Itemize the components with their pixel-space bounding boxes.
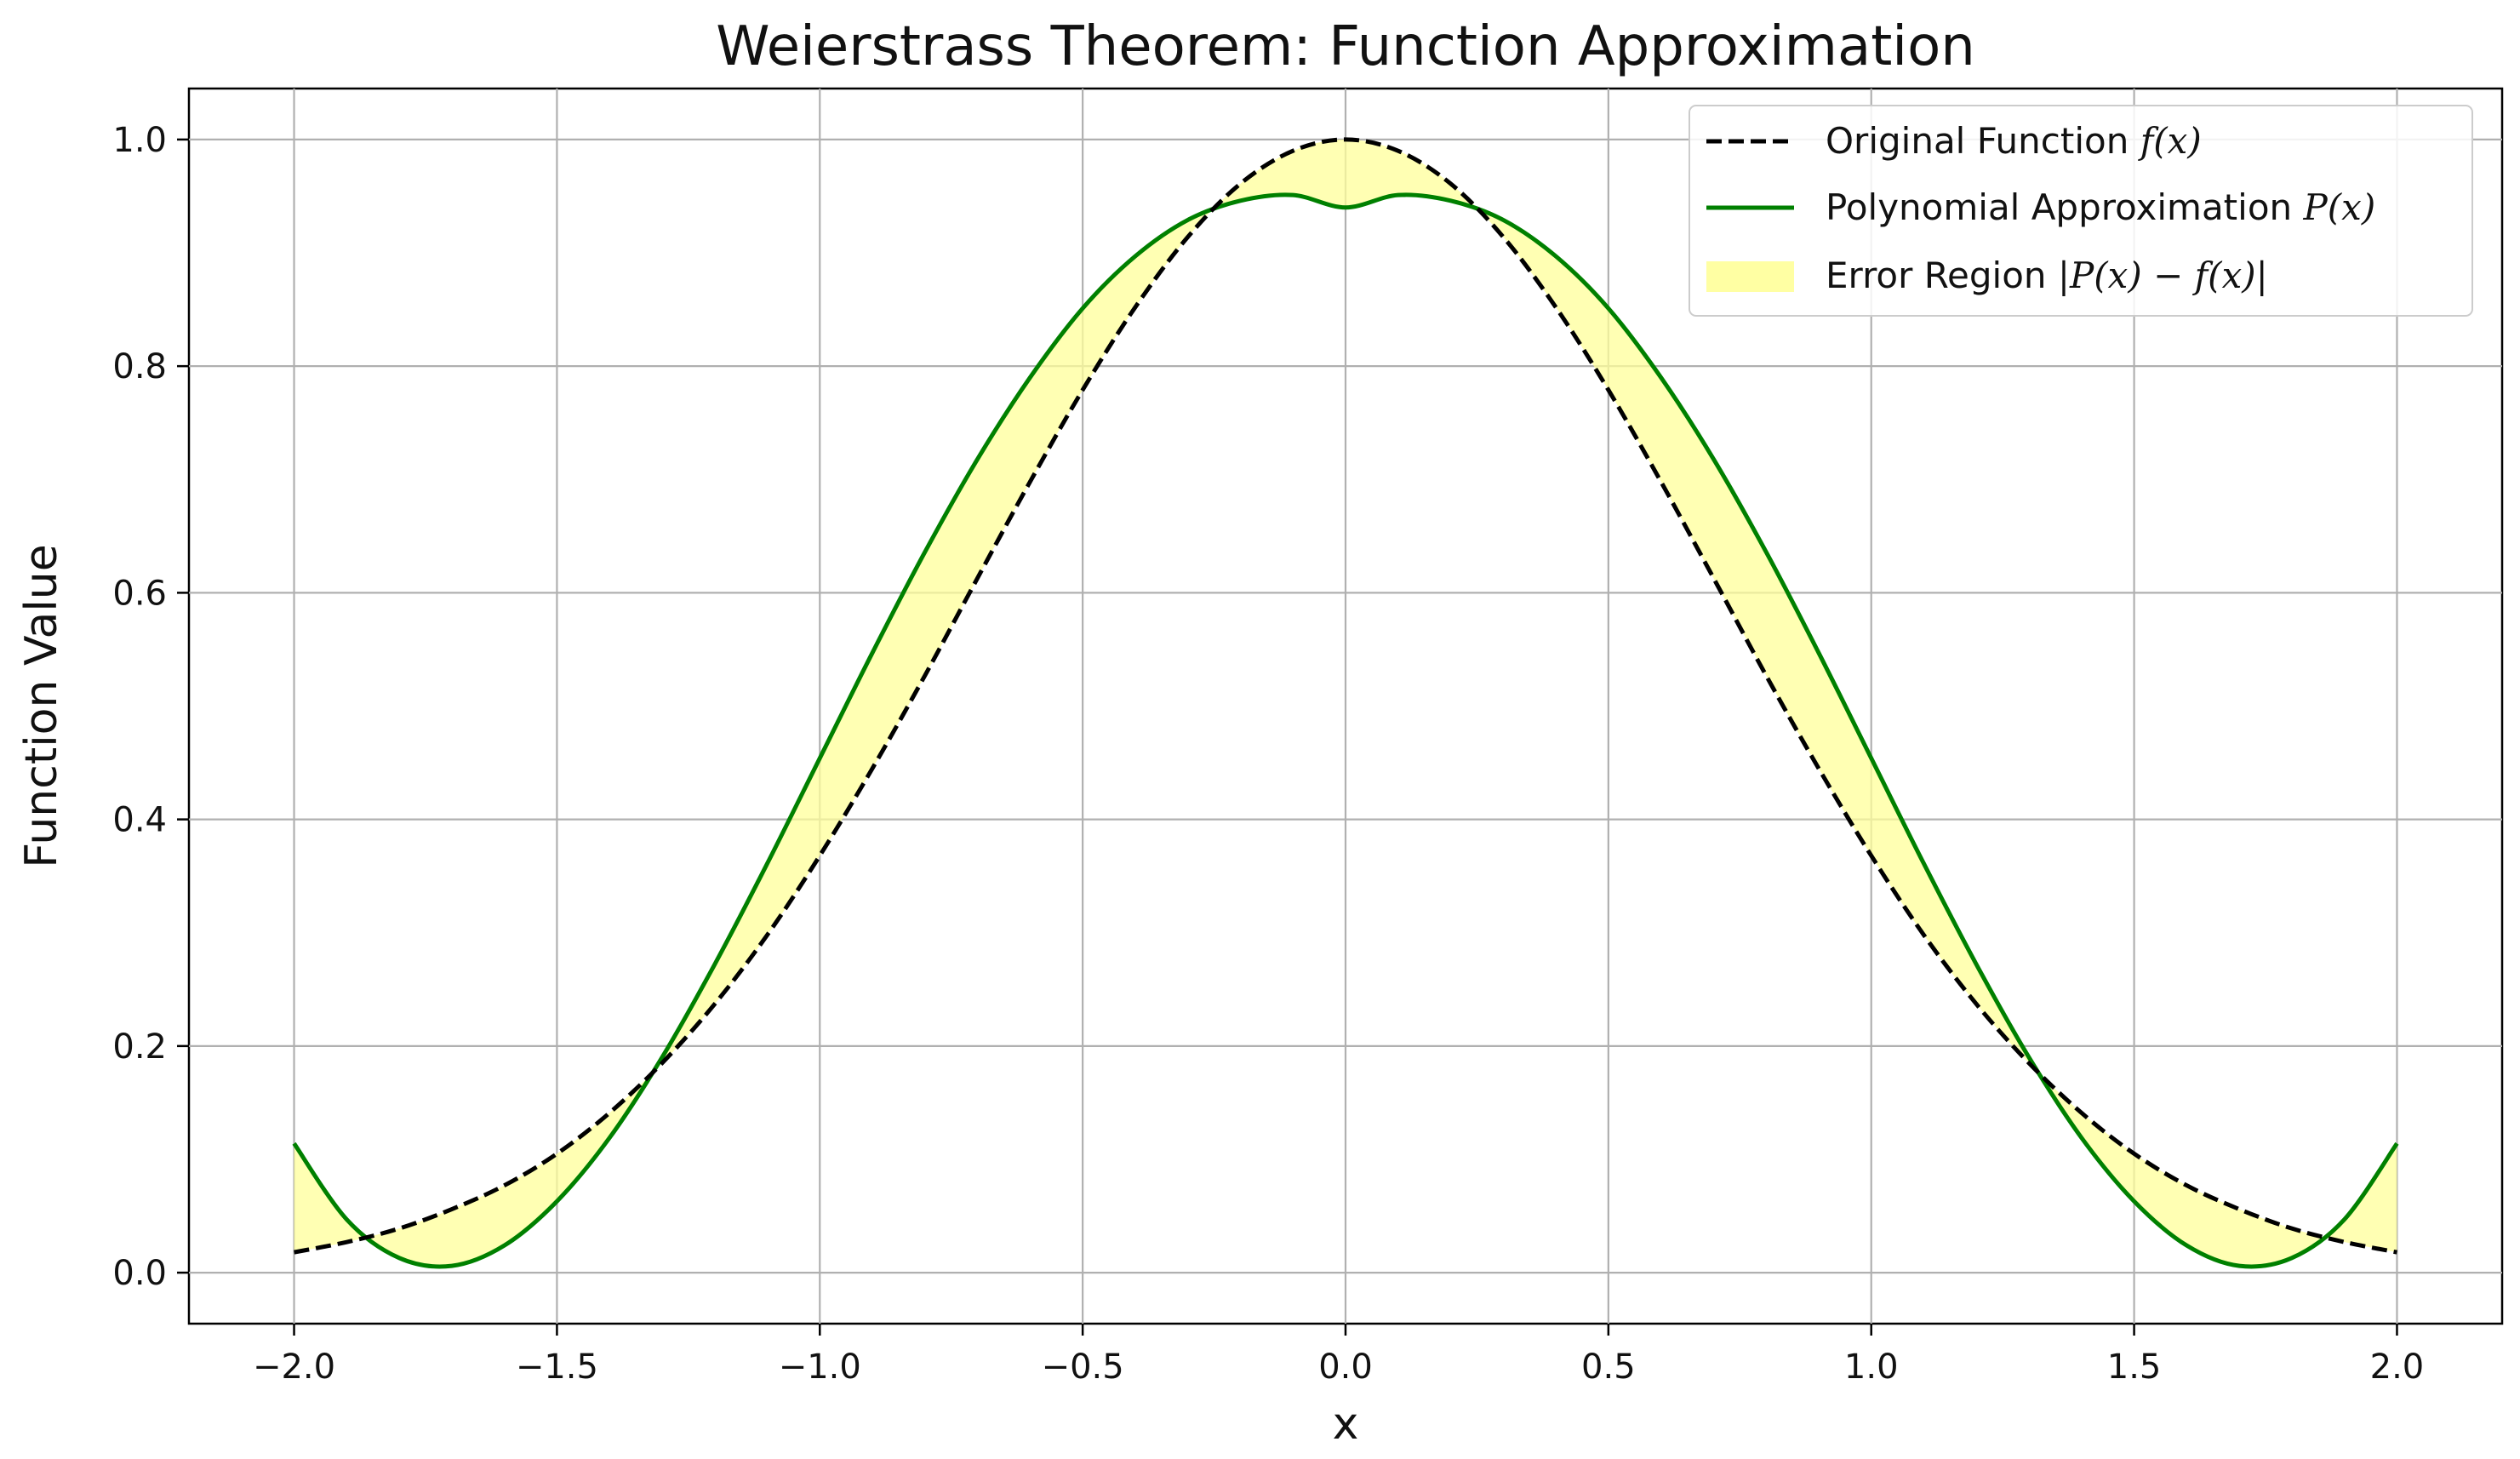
x-tick-label: 0.0 bbox=[1318, 1347, 1373, 1387]
y-tick-label: 0.4 bbox=[112, 801, 167, 840]
x-tick-label: 2.0 bbox=[2370, 1347, 2425, 1387]
x-tick-label: −1.5 bbox=[516, 1347, 598, 1387]
series-line-original-function bbox=[294, 137, 2397, 1255]
series-line-polynomial-approximation bbox=[292, 192, 2399, 1269]
series-layer bbox=[292, 137, 2399, 1269]
y-tick-label: 1.0 bbox=[112, 121, 167, 160]
legend-entry-original: Original Function f(x) bbox=[1826, 120, 2202, 162]
x-tick-label: −0.5 bbox=[1042, 1347, 1124, 1387]
chart-title: Weierstrass Theorem: Function Approximat… bbox=[716, 15, 1975, 78]
legend-label-error: Error Region bbox=[1826, 255, 2047, 296]
grid bbox=[189, 89, 2502, 1324]
x-tick-label: −2.0 bbox=[253, 1347, 335, 1387]
x-tick-label: 1.0 bbox=[1844, 1347, 1899, 1387]
y-tick-label: 0.2 bbox=[112, 1027, 167, 1067]
y-tick-label: 0.0 bbox=[112, 1254, 167, 1293]
y-tick-label: 0.6 bbox=[112, 574, 167, 613]
legend-swatch-error bbox=[1706, 261, 1794, 292]
x-tick-label: 1.5 bbox=[2107, 1347, 2162, 1387]
x-tick-label: 0.5 bbox=[1581, 1347, 1636, 1387]
legend-math-error: |P(x) − f(x)| bbox=[2058, 255, 2268, 296]
legend-box bbox=[1689, 105, 2473, 317]
ticks-layer: −2.0 −1.5 −1.0 −0.5 0.0 0.5 1.0 1.5 2.0 0.0 0.2 0.4… bbox=[112, 121, 2424, 1387]
y-axis-label: Function Value bbox=[16, 544, 67, 868]
legend-entry-error: Error Region |P(x) − f(x)| bbox=[1826, 255, 2268, 296]
legend-label-polynomial: Polynomial Approximation bbox=[1826, 186, 2292, 228]
legend-math-polynomial: P(x) bbox=[2303, 186, 2376, 228]
legend-label-original: Original Function bbox=[1826, 120, 2129, 162]
legend-math-original: f(x) bbox=[2138, 120, 2202, 162]
x-axis-label: x bbox=[1333, 1399, 1359, 1450]
y-tick-label: 0.8 bbox=[112, 347, 167, 386]
x-tick-label: −1.0 bbox=[779, 1347, 861, 1387]
legend-entry-polynomial: Polynomial Approximation P(x) bbox=[1826, 186, 2375, 228]
legend: Original Function f(x) Polynomial Approx… bbox=[1689, 105, 2473, 317]
